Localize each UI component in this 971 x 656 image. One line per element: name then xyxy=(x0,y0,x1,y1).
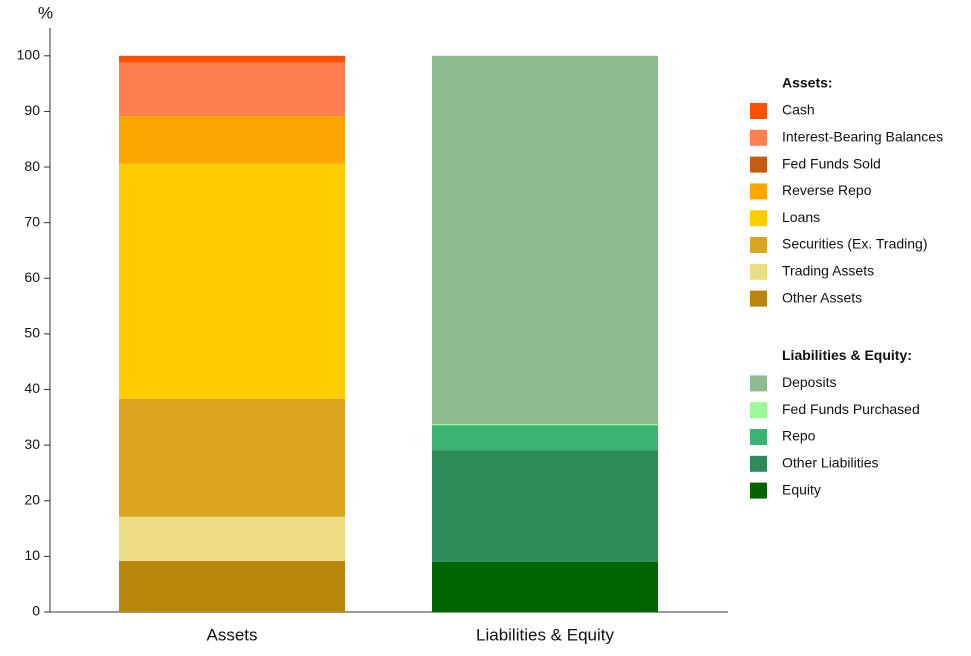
y-tick-label: 40 xyxy=(24,380,40,396)
legend-swatch xyxy=(750,402,767,419)
legend-label: Fed Funds Purchased xyxy=(782,401,920,417)
bar-segment xyxy=(432,561,658,612)
legend-title: Assets: xyxy=(782,75,833,91)
legend-swatch xyxy=(750,156,767,173)
y-tick-label: 50 xyxy=(24,325,40,341)
legend-label: Reverse Repo xyxy=(782,182,872,198)
legend-swatch xyxy=(750,103,767,119)
bar-segment xyxy=(432,425,658,451)
legend-label: Repo xyxy=(782,428,816,444)
y-tick-label: 80 xyxy=(24,158,40,174)
x-tick-label: Assets xyxy=(206,625,257,644)
legend-swatch xyxy=(750,429,767,445)
y-axis-label: % xyxy=(38,3,53,22)
legend-label: Deposits xyxy=(782,374,836,390)
bar-segment xyxy=(119,560,345,612)
legend-swatch xyxy=(750,375,767,392)
y-tick-label: 60 xyxy=(24,269,40,285)
legend-label: Loans xyxy=(782,209,820,225)
bar-segment xyxy=(119,516,345,561)
y-tick-label: 10 xyxy=(24,547,40,563)
legend-title: Liabilities & Equity: xyxy=(782,347,912,363)
bar-segment xyxy=(432,424,658,426)
legend-swatch xyxy=(750,129,767,146)
bar-segment xyxy=(432,55,658,425)
y-tick-label: 70 xyxy=(24,213,40,229)
y-tick-label: 30 xyxy=(24,436,40,452)
legend-label: Other Liabilities xyxy=(782,455,879,471)
bar-segment xyxy=(432,450,658,562)
legend-label: Fed Funds Sold xyxy=(782,155,881,171)
bar-segment xyxy=(119,62,345,116)
bar-segment xyxy=(119,115,345,116)
y-tick-label: 90 xyxy=(24,102,40,118)
legend-swatch xyxy=(750,455,767,472)
legend-label: Securities (Ex. Trading) xyxy=(782,236,928,252)
legend-swatch xyxy=(750,183,767,200)
bar-segment xyxy=(119,115,345,164)
legend-label: Cash xyxy=(782,102,815,118)
legend-swatch xyxy=(750,290,767,307)
legend-label: Trading Assets xyxy=(782,263,874,279)
legend-swatch xyxy=(750,210,767,227)
legend-label: Interest-Bearing Balances xyxy=(782,129,943,145)
legend-swatch xyxy=(750,237,767,253)
legend-swatch xyxy=(750,263,767,280)
bar-segment xyxy=(119,55,345,63)
x-tick-label: Liabilities & Equity xyxy=(476,625,614,644)
legend-label: Equity xyxy=(782,481,821,497)
bar-segment xyxy=(119,398,345,517)
bar-segment xyxy=(119,163,345,399)
y-tick-label: 100 xyxy=(17,47,41,63)
y-tick-label: 20 xyxy=(24,491,40,507)
legend-label: Other Assets xyxy=(782,289,862,305)
y-tick-label: 0 xyxy=(32,603,40,619)
legend-swatch xyxy=(750,482,767,499)
